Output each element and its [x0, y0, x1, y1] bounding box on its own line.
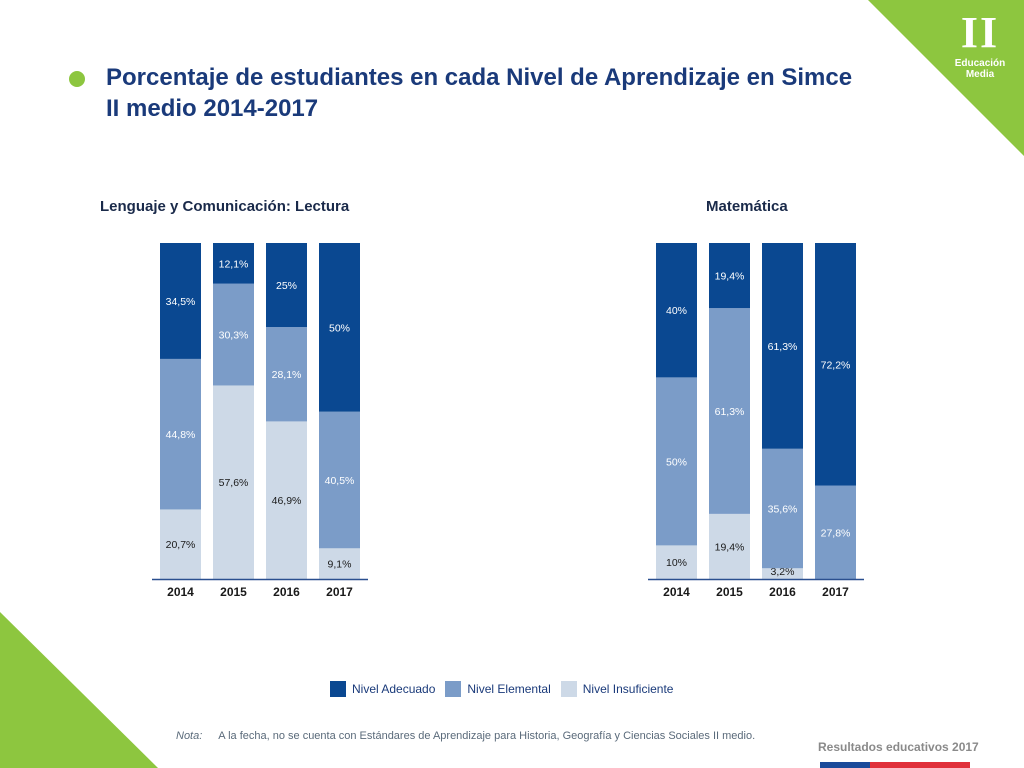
data-label-matematica-2015-nivel-adecuado: 19,4%	[715, 271, 745, 283]
bar-segment-matematica-2015-nivel-adecuado	[709, 243, 750, 309]
top-right-green-triangle	[868, 0, 1024, 156]
bar-segment-lectura-2017-nivel-elemental	[319, 411, 360, 549]
bar-segment-matematica-2014-nivel-adecuado	[656, 243, 697, 378]
data-label-lectura-2014-nivel-adecuado: 34,5%	[166, 296, 196, 308]
bar-segment-lectura-2017-nivel-adecuado	[319, 243, 360, 412]
bar-segment-lectura-2016-nivel-insuficiente	[266, 421, 307, 579]
legend-label-insuficiente: Nivel Insuficiente	[582, 682, 674, 696]
x-tick-label-matematica-2015: 2015	[716, 585, 743, 599]
brand-label: Resultados educativos 2017	[818, 740, 979, 754]
bar-segment-matematica-2017-nivel-elemental	[815, 485, 856, 579]
data-label-matematica-2015-nivel-elemental: 61,3%	[715, 406, 745, 418]
data-label-lectura-2016-nivel-elemental: 28,1%	[272, 369, 302, 381]
page-title: Porcentaje de estudiantes en cada Nivel …	[106, 64, 853, 122]
chart-title-matematica: Matemática	[706, 198, 788, 215]
x-tick-label-lectura-2014: 2014	[167, 585, 194, 599]
footnote: Nota: A la fecha, no se cuenta con Estánd…	[176, 729, 758, 744]
bar-segment-lectura-2016-nivel-adecuado	[266, 243, 307, 327]
bar-segment-lectura-2016-nivel-elemental	[266, 327, 307, 422]
bar-segment-matematica-2014-nivel-elemental	[656, 377, 697, 546]
data-label-lectura-2017-nivel-elemental: 40,5%	[325, 475, 355, 487]
bar-segment-matematica-2016-nivel-insuficiente	[762, 568, 803, 579]
data-label-matematica-2016-nivel-elemental: 35,6%	[768, 504, 798, 516]
footnote-label: Nota:	[176, 730, 203, 742]
data-label-lectura-2015-nivel-adecuado: 12,1%	[219, 258, 249, 270]
legend-swatch-adecuado	[330, 681, 346, 697]
bar-segment-lectura-2015-nivel-adecuado	[213, 243, 254, 284]
x-tick-label-lectura-2015: 2015	[220, 585, 247, 599]
data-label-lectura-2015-nivel-insuficiente: 57,6%	[219, 477, 249, 489]
level-label: Educación Media	[954, 58, 1006, 80]
legend-item-elemental: Nivel Elemental	[445, 681, 551, 697]
brand-stripe	[820, 762, 970, 768]
chart-legend: Nivel Adecuado Nivel Elemental Nivel Ins…	[330, 681, 683, 697]
legend-label-elemental: Nivel Elemental	[467, 682, 551, 696]
bar-segment-lectura-2017-nivel-insuficiente	[319, 548, 360, 579]
bar-segment-lectura-2014-nivel-adecuado	[160, 243, 201, 359]
data-label-matematica-2014-nivel-adecuado: 40%	[666, 305, 687, 317]
education-level-badge: II Educación Media	[936, 8, 1024, 81]
data-label-lectura-2014-nivel-elemental: 44,8%	[166, 429, 196, 441]
x-tick-label-lectura-2017: 2017	[326, 585, 353, 599]
title-bullet-icon	[69, 71, 85, 87]
legend-swatch-elemental	[445, 681, 462, 697]
data-label-lectura-2015-nivel-elemental: 30,3%	[219, 330, 249, 342]
x-tick-label-matematica-2017: 2017	[822, 585, 849, 599]
chart-title-lectura: Lenguaje y Comunicación: Lectura	[100, 198, 350, 215]
bottom-left-green-triangle	[0, 612, 158, 768]
legend-label-adecuado: Nivel Adecuado	[352, 682, 436, 696]
x-tick-label-matematica-2014: 2014	[663, 585, 690, 599]
legend-item-adecuado: Nivel Adecuado	[330, 681, 435, 697]
bar-segment-matematica-2016-nivel-adecuado	[762, 243, 803, 449]
data-label-matematica-2015-nivel-insuficiente: 19,4%	[715, 541, 745, 553]
level-number: II	[960, 8, 1000, 57]
legend-swatch-insuficiente	[560, 681, 577, 697]
data-label-lectura-2014-nivel-insuficiente: 20,7%	[166, 539, 196, 551]
data-label-matematica-2017-nivel-elemental: 27,8%	[821, 527, 851, 539]
bar-segment-matematica-2015-nivel-elemental	[709, 308, 750, 514]
bar-segment-lectura-2014-nivel-elemental	[160, 358, 201, 510]
bar-segment-lectura-2014-nivel-insuficiente	[160, 509, 201, 579]
data-label-lectura-2016-nivel-insuficiente: 46,9%	[272, 495, 302, 507]
data-label-matematica-2016-nivel-adecuado: 61,3%	[768, 341, 798, 353]
data-label-matematica-2014-nivel-insuficiente: 10%	[666, 557, 687, 569]
bar-segment-lectura-2015-nivel-elemental	[213, 283, 254, 386]
bar-segment-lectura-2015-nivel-insuficiente	[213, 385, 254, 579]
footnote-text: A la fecha, no se cuenta con Estándares …	[218, 730, 756, 742]
data-label-matematica-2016-nivel-insuficiente: 3,2%	[771, 566, 795, 578]
bar-segment-matematica-2016-nivel-elemental	[762, 448, 803, 569]
x-tick-label-lectura-2016: 2016	[273, 585, 300, 599]
bar-segment-matematica-2015-nivel-insuficiente	[709, 513, 750, 579]
data-label-lectura-2016-nivel-adecuado: 25%	[276, 280, 297, 292]
bar-segment-matematica-2017-nivel-adecuado	[815, 243, 856, 486]
bar-segment-matematica-2014-nivel-insuficiente	[656, 545, 697, 579]
data-label-lectura-2017-nivel-insuficiente: 9,1%	[328, 559, 352, 571]
data-label-lectura-2017-nivel-adecuado: 50%	[329, 322, 350, 334]
x-tick-label-matematica-2016: 2016	[769, 585, 796, 599]
data-label-matematica-2014-nivel-elemental: 50%	[666, 456, 687, 468]
data-label-matematica-2017-nivel-adecuado: 72,2%	[821, 359, 851, 371]
legend-item-insuficiente: Nivel Insuficiente	[560, 681, 674, 697]
